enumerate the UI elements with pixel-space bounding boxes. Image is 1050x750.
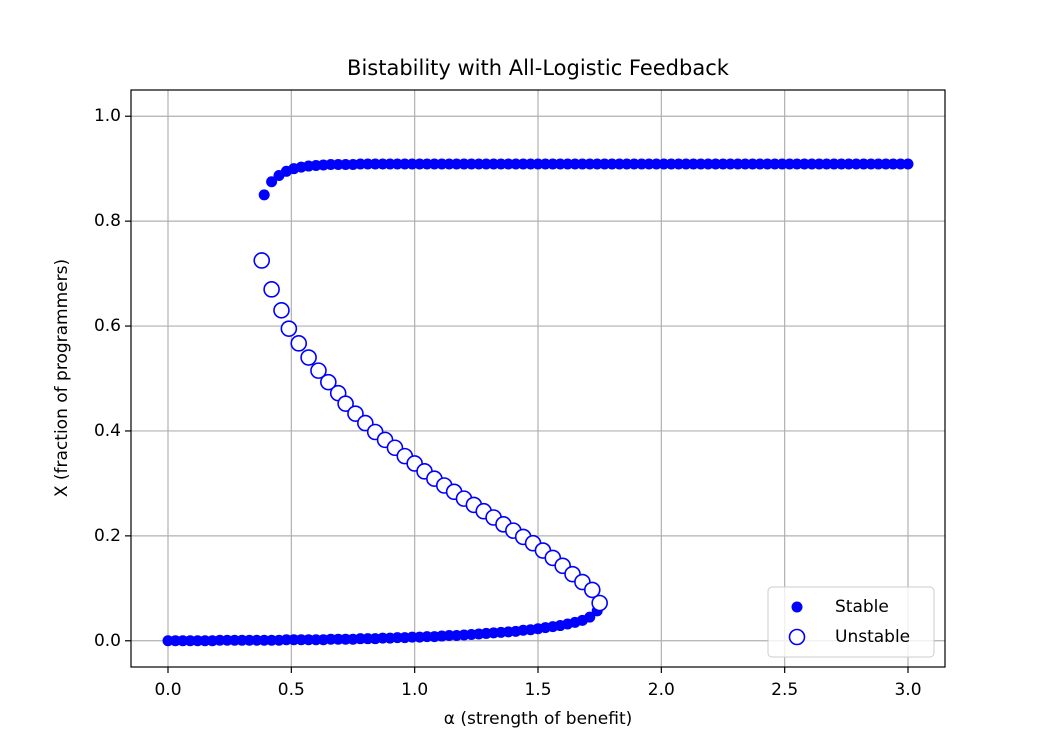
legend-box — [767, 586, 935, 658]
point — [258, 189, 270, 201]
point — [266, 176, 278, 188]
point — [253, 252, 271, 269]
point — [310, 362, 327, 379]
x-tick-label: 0.0 — [154, 680, 181, 700]
x-tick-label: 1.5 — [524, 680, 551, 700]
x-axis-label: α (strength of benefit) — [444, 709, 633, 729]
point — [280, 320, 298, 337]
point — [320, 373, 337, 391]
x-tick-label: 2.5 — [771, 680, 798, 700]
point — [583, 581, 601, 599]
legend-marker — [788, 628, 806, 646]
chart-title: Bistability with All-Logistic Feedback — [347, 56, 730, 80]
y-axis-label: X (fraction of programmers) — [52, 259, 72, 497]
point — [584, 611, 596, 623]
point — [273, 302, 290, 319]
legend: Stable Unstable — [767, 586, 935, 658]
x-tick-label: 3.0 — [894, 680, 921, 700]
point — [290, 335, 308, 352]
legend-label: Unstable — [835, 627, 910, 647]
y-tick-label: 0.2 — [94, 526, 121, 546]
point — [902, 158, 914, 170]
mark-layer — [162, 158, 914, 647]
y-tick-label: 0.0 — [94, 631, 121, 651]
y-tick-label: 1.0 — [94, 106, 121, 126]
legend-label: Stable — [835, 597, 889, 617]
point — [263, 281, 280, 298]
y-tick-label: 0.4 — [94, 421, 121, 441]
point — [300, 349, 317, 366]
x-tick-label: 2.0 — [648, 680, 675, 700]
point — [347, 405, 364, 422]
point — [591, 594, 608, 612]
point — [337, 395, 354, 412]
legend-marker — [791, 601, 803, 613]
x-tick-label: 0.5 — [278, 680, 305, 700]
y-tick-label: 0.6 — [94, 316, 121, 336]
y-tick-label: 0.8 — [94, 211, 121, 231]
x-tick-label: 1.0 — [401, 680, 428, 700]
